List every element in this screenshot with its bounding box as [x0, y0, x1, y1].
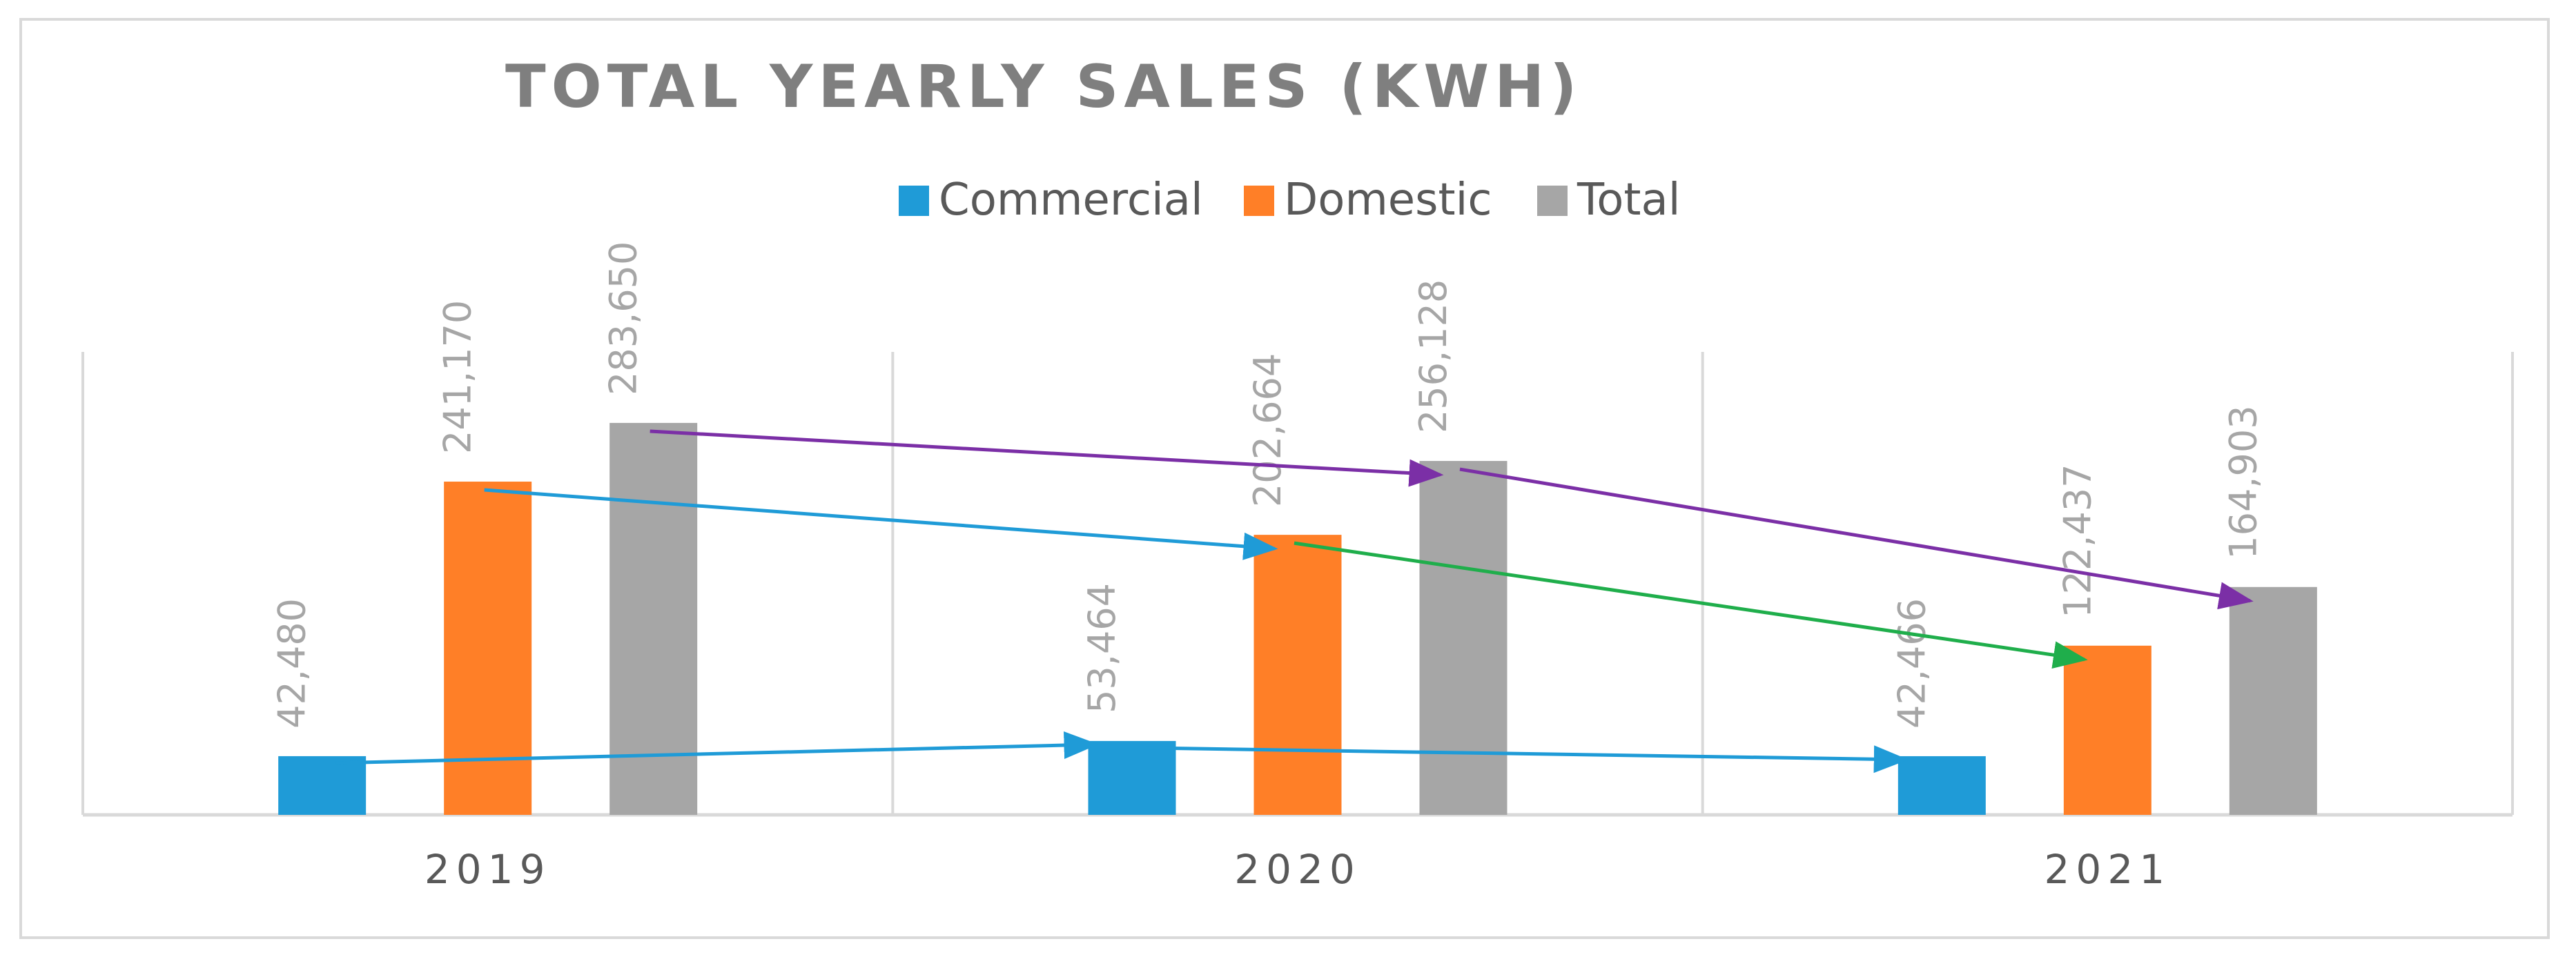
bar-domestic-2020 [1253, 535, 1342, 815]
legend-swatch-commercial [899, 186, 929, 216]
data-label-commercial-2021: 42,466 [1890, 598, 1933, 729]
legend: Commercial Domestic Total [899, 175, 1680, 226]
x-tick-label-2020: 2020 [1234, 846, 1361, 893]
trend-arrow-commercial-2020-2021 [1145, 745, 1909, 773]
chart-svg: TOTAL YEARLY SALES (KWH) Commercial Domes… [81, 52, 2514, 893]
legend-swatch-domestic [1244, 186, 1274, 216]
legend-label-commercial: Commercial [939, 175, 1203, 226]
x-tick-label-2021: 2021 [2045, 846, 2172, 893]
data-label-commercial-2020: 53,464 [1080, 583, 1124, 713]
data-label-total-2020: 256,128 [1412, 279, 1455, 433]
bar-domestic-2021 [2063, 645, 2151, 815]
data-label-domestic-2019: 241,170 [436, 300, 480, 454]
trend-arrow-total-2019-2020 [650, 429, 1444, 487]
bar-domestic-2019 [444, 482, 532, 815]
chart-title: TOTAL YEARLY SALES (KWH) [505, 52, 1582, 121]
bar-total-2019 [609, 422, 698, 815]
data-label-domestic-2020: 202,664 [1246, 353, 1289, 507]
legend-item-total: Total [1537, 175, 1680, 226]
legend-label-total: Total [1577, 175, 1680, 226]
bars [278, 422, 2317, 815]
legend-label-domestic: Domestic [1284, 175, 1492, 226]
bar-commercial-2019 [278, 756, 367, 815]
trend-arrow-commercial-2019-2020 [335, 731, 1099, 765]
trend-arrow-domestic-2019-2020 [484, 488, 1278, 560]
data-label-total-2021: 164,903 [2221, 405, 2265, 559]
chart-frame: TOTAL YEARLY SALES (KWH) Commercial Domes… [19, 18, 2550, 939]
data-label-commercial-2019: 42,480 [271, 598, 314, 729]
x-axis-tick-labels: 2019 2020 2021 [425, 846, 2172, 893]
trend-arrow-total-2020-2021 [1459, 467, 2254, 610]
data-labels: 42,480 53,464 42,466 241,170 202,664 122,437 2… [271, 241, 2265, 729]
legend-item-commercial: Commercial [899, 175, 1203, 226]
x-tick-label-2019: 2019 [425, 846, 552, 893]
legend-item-domestic: Domestic [1244, 175, 1492, 226]
trend-arrow-domestic-2020-2021 [1294, 541, 2088, 669]
legend-swatch-total [1537, 186, 1568, 216]
data-label-domestic-2021: 122,437 [2056, 464, 2099, 618]
bar-total-2020 [1419, 461, 1507, 815]
data-label-total-2019: 283,650 [602, 241, 645, 395]
bar-total-2021 [2229, 586, 2317, 815]
trend-arrows [335, 429, 2254, 773]
bar-commercial-2021 [1897, 756, 1986, 815]
bar-commercial-2020 [1088, 740, 1176, 815]
